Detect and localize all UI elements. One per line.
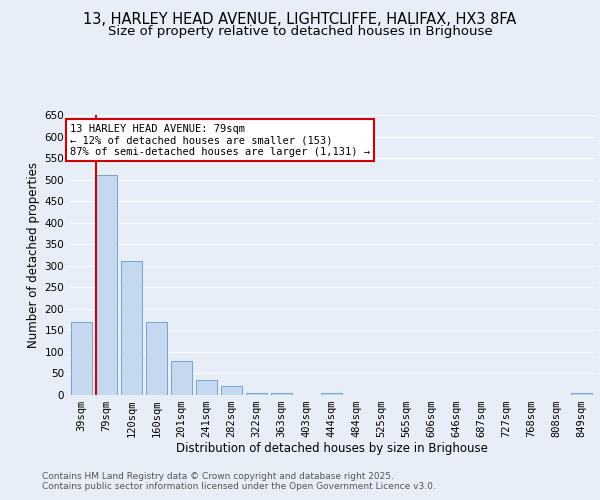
Bar (321, 393, 342, 395)
Bar (171, 360, 192, 395)
Y-axis label: Number of detached properties: Number of detached properties (27, 162, 40, 348)
Text: Contains public sector information licensed under the Open Government Licence v3: Contains public sector information licen… (42, 482, 436, 491)
Bar (246, 393, 267, 395)
Text: 13 HARLEY HEAD AVENUE: 79sqm
← 12% of detached houses are smaller (153)
87% of s: 13 HARLEY HEAD AVENUE: 79sqm ← 12% of de… (70, 124, 370, 157)
Text: Size of property relative to detached houses in Brighouse: Size of property relative to detached ho… (107, 25, 493, 38)
Bar (196, 380, 217, 395)
Text: Contains HM Land Registry data © Crown copyright and database right 2025.: Contains HM Land Registry data © Crown c… (42, 472, 394, 481)
Bar (121, 262, 142, 395)
Bar (271, 393, 292, 395)
Bar (71, 322, 92, 395)
Text: 13, HARLEY HEAD AVENUE, LIGHTCLIFFE, HALIFAX, HX3 8FA: 13, HARLEY HEAD AVENUE, LIGHTCLIFFE, HAL… (83, 12, 517, 28)
X-axis label: Distribution of detached houses by size in Brighouse: Distribution of detached houses by size … (176, 442, 487, 454)
Bar (96, 176, 117, 395)
Bar (146, 322, 167, 395)
Bar (571, 393, 592, 395)
Bar (221, 386, 242, 395)
